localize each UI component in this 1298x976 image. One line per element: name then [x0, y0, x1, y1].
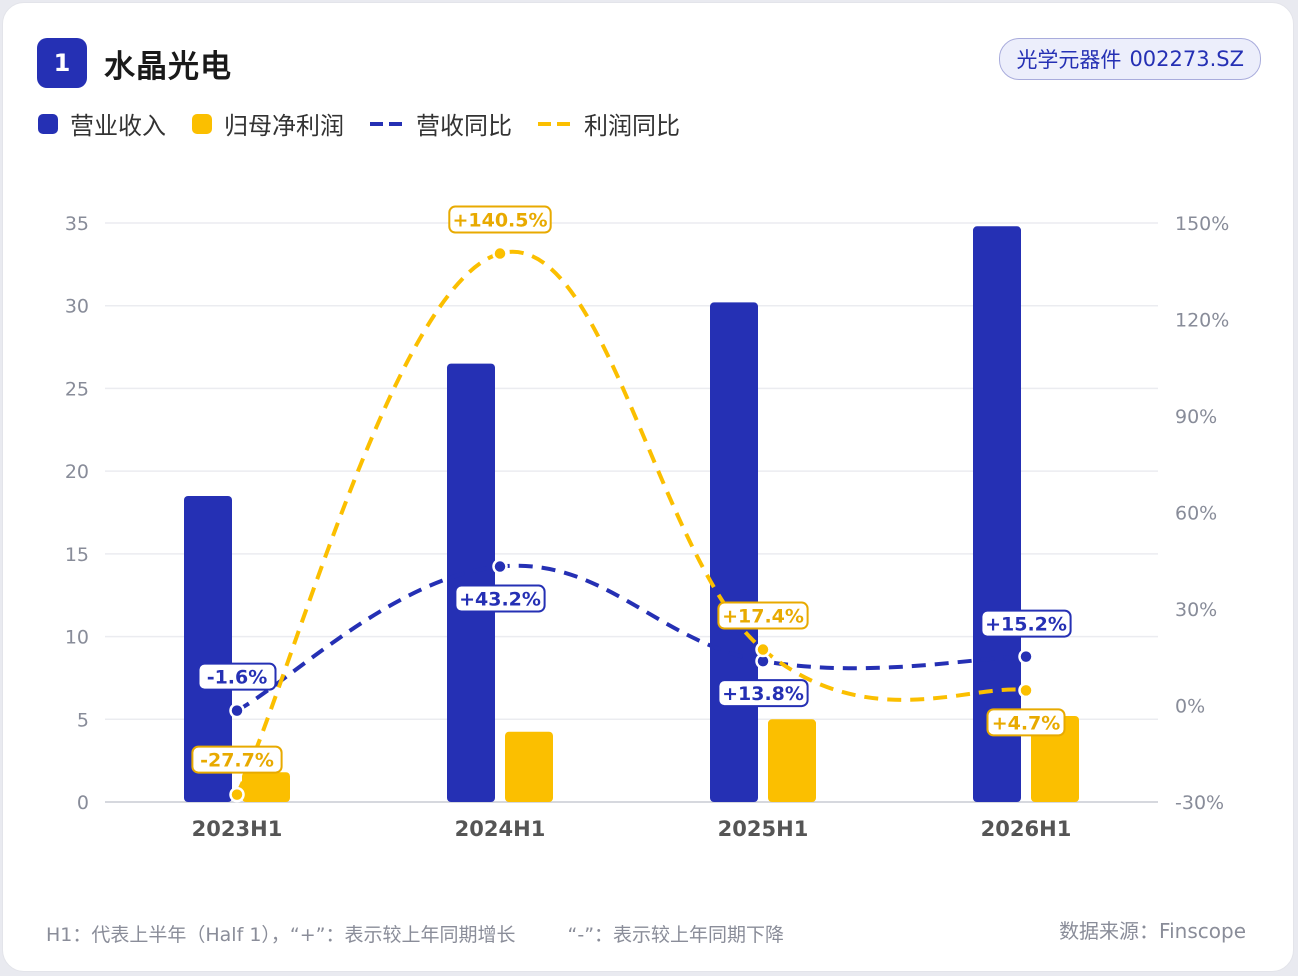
- rank-badge: 1: [37, 38, 87, 88]
- bar-profit: [242, 772, 290, 802]
- y-right-tick-label: 90%: [1175, 406, 1217, 428]
- profit-yoy-label: +140.5%: [452, 210, 547, 232]
- profit-yoy-point: [229, 786, 245, 803]
- industry-ticker-tag: 光学元器件 002273.SZ: [999, 38, 1261, 80]
- legend-swatch-profit-yoy: [538, 121, 572, 126]
- profit-yoy-label-box: [448, 205, 552, 234]
- revenue-yoy-point: [1018, 648, 1034, 665]
- y-right-tick-label: 150%: [1175, 213, 1229, 235]
- bar-revenue: [447, 363, 495, 802]
- profit-yoy-point: [755, 641, 771, 658]
- legend-label-profit: 归母净利润: [224, 112, 344, 140]
- bar-profit: [1031, 715, 1079, 802]
- revenue-yoy-point: [229, 702, 245, 719]
- x-tick-label: 2023H1: [192, 817, 283, 841]
- bar-profit: [505, 731, 553, 802]
- y-left-tick-label: 25: [65, 378, 89, 400]
- data-source: 数据来源：Finscope: [1059, 919, 1246, 943]
- profit-yoy-label: +4.7%: [992, 712, 1061, 734]
- legend-item-profit-yoy: 利润同比: [538, 106, 680, 141]
- revenue-yoy-label-box: [717, 679, 809, 708]
- y-left-tick-label: 5: [77, 709, 89, 731]
- revenue-yoy-label-box: [197, 662, 277, 691]
- bar-revenue: [184, 495, 232, 802]
- x-tick-label: 2025H1: [718, 817, 809, 841]
- legend-swatch-revenue: [38, 113, 58, 134]
- legend-label-profit-yoy: 利润同比: [584, 112, 680, 140]
- legend-swatch-profit: [192, 113, 212, 134]
- profit-yoy-point: [1018, 682, 1034, 699]
- y-left-tick-label: 0: [77, 792, 89, 814]
- y-right-tick-label: 0%: [1175, 696, 1205, 718]
- footnote-half-definition: H1：代表上半年（Half 1），“+”：表示较上年同期增长: [46, 924, 516, 946]
- y-right-tick-label: 30%: [1175, 599, 1217, 621]
- bar-profit: [768, 719, 816, 802]
- profit-yoy-label-box: [717, 601, 809, 630]
- legend-label-revenue: 营业收入: [70, 112, 166, 140]
- profit-yoy-line: [235, 249, 1027, 796]
- y-left-tick-label: 10: [65, 627, 89, 649]
- profit-yoy-label: +17.4%: [722, 606, 804, 628]
- profit-yoy-label-box: [191, 745, 283, 774]
- y-left-tick-label: 20: [65, 461, 89, 483]
- legend-item-profit: 归母净利润: [192, 106, 344, 141]
- revenue-yoy-label: +13.8%: [722, 683, 804, 705]
- y-left-tick-label: 30: [65, 296, 89, 318]
- x-tick-label: 2026H1: [981, 817, 1072, 841]
- profit-yoy-point: [492, 245, 508, 262]
- chart-legend: 营业收入 归母净利润 营收同比 利润同比: [38, 106, 680, 141]
- legend-label-revenue-yoy: 营收同比: [416, 112, 512, 140]
- ticker-label: 002273.SZ: [1129, 47, 1244, 71]
- revenue-yoy-point: [492, 558, 508, 575]
- y-left-tick-label: 15: [65, 544, 89, 566]
- bar-revenue: [710, 302, 758, 802]
- profit-yoy-label: -27.7%: [200, 750, 274, 772]
- revenue-yoy-label-box: [454, 584, 546, 613]
- company-title: 水晶光电: [104, 49, 232, 85]
- revenue-yoy-line: [236, 563, 1027, 713]
- footnote-minus-definition: “-”：表示较上年同期下降: [567, 924, 785, 946]
- revenue-yoy-label-box: [980, 609, 1072, 638]
- x-tick-label: 2024H1: [455, 817, 546, 841]
- y-right-tick-label: 120%: [1175, 310, 1229, 332]
- revenue-yoy-label: -1.6%: [207, 667, 268, 689]
- revenue-yoy-label: +15.2%: [985, 614, 1067, 636]
- revenue-yoy-label: +43.2%: [459, 589, 541, 611]
- footnote: H1：代表上半年（Half 1），“+”：表示较上年同期增长 “-”：表示较上年…: [46, 920, 784, 947]
- legend-swatch-revenue-yoy: [370, 121, 404, 126]
- profit-yoy-label-box: [986, 708, 1066, 737]
- y-left-tick-label: 35: [65, 213, 89, 235]
- y-right-tick-label: 60%: [1175, 503, 1217, 525]
- industry-label: 光学元器件: [1016, 48, 1122, 72]
- legend-item-revenue: 营业收入: [38, 106, 166, 141]
- legend-item-revenue-yoy: 营收同比: [370, 106, 512, 141]
- y-right-tick-label: -30%: [1175, 792, 1224, 814]
